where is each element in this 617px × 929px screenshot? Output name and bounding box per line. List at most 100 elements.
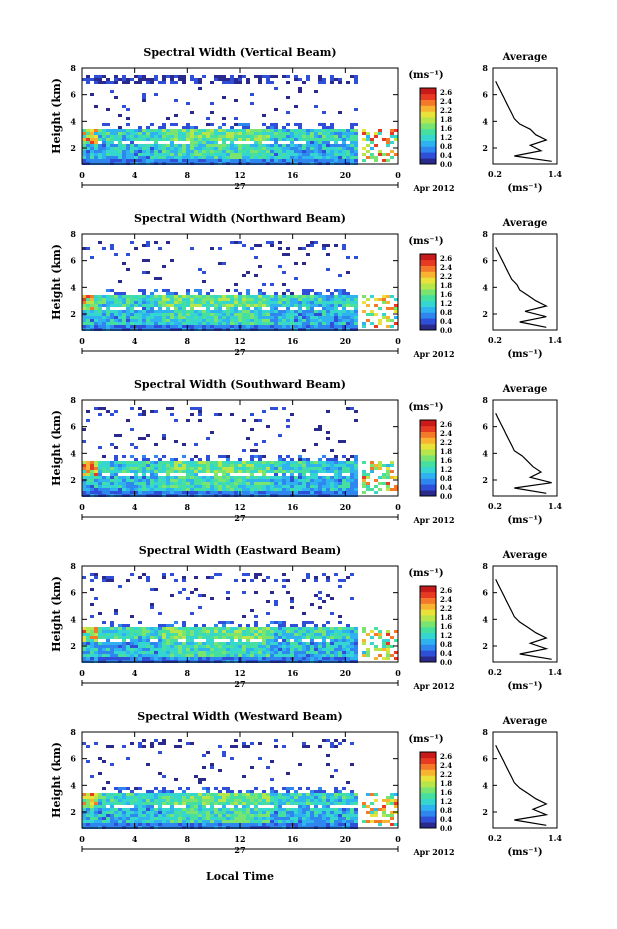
heatmap-cell — [202, 802, 206, 805]
heatmap-cell — [230, 811, 234, 814]
heatmap-cell — [198, 135, 202, 138]
heatmap-cell — [346, 636, 350, 639]
heatmap-cell — [102, 75, 106, 78]
heatmap-cell — [258, 479, 262, 482]
avg-unit-label: (ms⁻¹) — [507, 183, 542, 194]
heatmap-cell — [330, 132, 334, 135]
heatmap-cell — [346, 461, 350, 464]
heatmap-cell — [222, 301, 226, 304]
heatmap-cell — [134, 811, 138, 814]
heatmap-cell — [298, 470, 302, 473]
heatmap-cell — [94, 464, 98, 467]
heatmap-cell — [82, 654, 86, 657]
heatmap-cell — [206, 316, 210, 319]
colorbar-tick-label: 1.8 — [440, 281, 452, 290]
heatmap-cell — [382, 295, 386, 298]
heatmap-cell — [142, 298, 146, 301]
heatmap-cell — [178, 78, 182, 81]
heatmap-cell — [250, 147, 254, 150]
heatmap-cell — [282, 75, 286, 78]
heatmap-cell — [282, 156, 286, 159]
heatmap-cell — [86, 820, 90, 823]
heatmap-cell — [282, 573, 286, 576]
heatmap-cell — [142, 301, 146, 304]
heatmap-cell — [154, 443, 158, 446]
heatmap-cell — [106, 159, 110, 162]
heatmap-cell — [326, 630, 330, 633]
heatmap-cell — [294, 129, 298, 132]
colorbar-swatch — [420, 466, 436, 473]
heatmap-cell — [98, 645, 102, 648]
heatmap-cell — [194, 289, 198, 292]
heatmap-cell — [126, 645, 130, 648]
heatmap-cell — [318, 630, 322, 633]
heatmap-cell — [282, 159, 286, 162]
heatmap-cell — [150, 292, 154, 295]
heatmap-cell — [242, 147, 246, 150]
heatmap-cell — [170, 464, 174, 467]
heatmap-cell — [294, 298, 298, 301]
heatmap-cell — [130, 467, 134, 470]
heatmap-cell — [98, 75, 102, 78]
heatmap-cell — [354, 455, 358, 458]
heatmap-cell — [266, 793, 270, 796]
colorbar-swatch — [420, 420, 436, 427]
heatmap-cell — [198, 823, 202, 826]
heatmap-cell — [94, 814, 98, 817]
heatmap-cell — [242, 805, 246, 808]
heatmap-cell — [254, 651, 258, 654]
heatmap-cell — [174, 310, 178, 313]
heatmap-cell — [206, 304, 210, 307]
heatmap-cell — [158, 310, 162, 313]
heatmap-cell — [170, 461, 174, 464]
heatmap-cell — [278, 657, 282, 660]
heatmap-cell — [86, 461, 90, 464]
heatmap-cell — [278, 150, 282, 153]
heatmap-cell — [146, 319, 150, 322]
heatmap-cell — [366, 144, 370, 147]
heatmap-cell — [202, 470, 206, 473]
heatmap-cell — [286, 642, 290, 645]
heatmap-cell — [310, 132, 314, 135]
heatmap-cell — [238, 81, 242, 84]
heatmap-cell — [366, 476, 370, 479]
heatmap-cell — [150, 159, 154, 162]
panel-1: Spectral Width (Northward Beam)2468Heigh… — [50, 212, 562, 360]
heatmap-cell — [106, 814, 110, 817]
heatmap-cell — [306, 488, 310, 491]
heatmap-cell — [210, 289, 214, 292]
heatmap-cell — [102, 156, 106, 159]
heatmap-cell — [150, 642, 154, 645]
heatmap-cell — [142, 473, 146, 476]
heatmap-cell — [262, 301, 266, 304]
heatmap-cell — [354, 410, 358, 413]
heatmap-cell — [174, 802, 178, 805]
heatmap-cell — [238, 153, 242, 156]
heatmap-cell — [138, 150, 142, 153]
heatmap-cell — [318, 159, 322, 162]
heatmap-cell — [182, 129, 186, 132]
heatmap-cell — [202, 645, 206, 648]
heatmap-cell — [270, 630, 274, 633]
heatmap-cell — [342, 150, 346, 153]
heatmap-cell — [274, 739, 278, 742]
heatmap-cell — [230, 817, 234, 820]
heatmap-cell — [162, 126, 166, 129]
heatmap-cell — [302, 485, 306, 488]
heatmap-cell — [122, 78, 126, 81]
heatmap-cell — [202, 298, 206, 301]
heatmap-cell — [186, 651, 190, 654]
heatmap-cell — [218, 78, 222, 81]
heatmap-cell — [94, 633, 98, 636]
heatmap-cell — [142, 75, 146, 78]
heatmap-cell — [226, 479, 230, 482]
heatmap-cell — [130, 648, 134, 651]
heatmap-cell — [86, 316, 90, 319]
heatmap-cell — [214, 814, 218, 817]
heatmap-cell — [126, 793, 130, 796]
heatmap-cell — [338, 138, 342, 141]
heatmap-cell — [306, 313, 310, 316]
heatmap-cell — [94, 576, 98, 579]
heatmap-cell — [386, 319, 390, 322]
heatmap-cell — [198, 820, 202, 823]
